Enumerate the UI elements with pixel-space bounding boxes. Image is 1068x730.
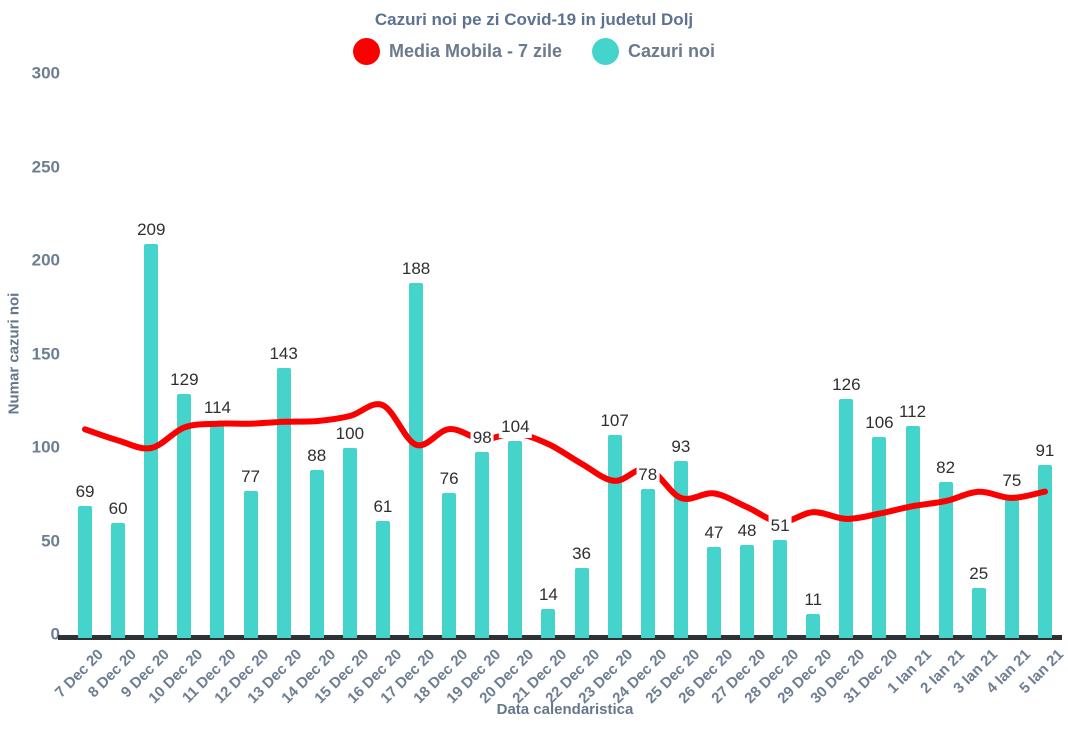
bar[interactable] bbox=[706, 547, 721, 638]
bar[interactable] bbox=[508, 440, 523, 638]
bar[interactable] bbox=[607, 434, 622, 638]
bar-value-label: 126 bbox=[830, 374, 863, 397]
bar[interactable] bbox=[276, 367, 291, 638]
bar[interactable] bbox=[442, 492, 457, 638]
legend-marker-circle bbox=[352, 38, 380, 65]
bar-value-label: 188 bbox=[399, 258, 433, 281]
bar[interactable] bbox=[177, 393, 192, 638]
bar-value-label: 61 bbox=[371, 495, 395, 518]
bar[interactable] bbox=[872, 436, 887, 638]
bar-value-label: 91 bbox=[1033, 439, 1057, 462]
legend-item-cazuri-noi[interactable]: Cazuri noi bbox=[592, 38, 715, 65]
bar[interactable] bbox=[78, 505, 93, 638]
bar-value-label: 93 bbox=[669, 436, 693, 459]
x-axis-line bbox=[58, 635, 1062, 640]
x-axis-title: Data calendaristica bbox=[496, 701, 634, 718]
bar[interactable] bbox=[673, 461, 688, 638]
y-axis-tick-label: 100 bbox=[31, 437, 60, 457]
y-axis-tick-label: 250 bbox=[31, 157, 60, 177]
bar-value-label: 36 bbox=[570, 542, 594, 565]
y-axis-tick-label: 50 bbox=[41, 531, 60, 551]
bar-value-label: 82 bbox=[934, 456, 958, 479]
bar[interactable] bbox=[342, 448, 357, 638]
bar-value-label: 11 bbox=[802, 589, 825, 612]
bar[interactable] bbox=[243, 491, 258, 638]
bar-value-label: 69 bbox=[73, 480, 97, 503]
y-axis-tick-label: 0 bbox=[50, 624, 60, 644]
bar-value-label: 76 bbox=[437, 467, 461, 490]
bar-value-label: 106 bbox=[863, 411, 896, 434]
bar[interactable] bbox=[806, 614, 821, 638]
bar[interactable] bbox=[541, 608, 556, 638]
bar[interactable] bbox=[1037, 464, 1052, 638]
legend-item-label: Cazuri noi bbox=[628, 41, 716, 61]
bar-value-label: 88 bbox=[305, 445, 329, 468]
bar-value-label: 129 bbox=[168, 368, 201, 391]
bar-value-label: 104 bbox=[499, 415, 532, 438]
bar[interactable] bbox=[375, 520, 390, 638]
bar-value-label: 143 bbox=[267, 342, 300, 365]
bar-value-label: 75 bbox=[1000, 469, 1024, 492]
y-axis-tick-label: 300 bbox=[31, 63, 60, 83]
bar[interactable] bbox=[475, 451, 490, 638]
bar[interactable] bbox=[574, 567, 589, 638]
bar-value-label: 112 bbox=[896, 400, 929, 423]
bar[interactable] bbox=[640, 489, 655, 638]
legend-item-media-mobila-7-zile[interactable]: Media Mobila - 7 zile bbox=[352, 38, 562, 65]
bar[interactable] bbox=[773, 539, 788, 638]
bar[interactable] bbox=[144, 244, 159, 638]
bar-value-label: 77 bbox=[239, 466, 263, 488]
bar[interactable] bbox=[740, 545, 755, 638]
bar-value-label: 209 bbox=[135, 219, 168, 242]
bar-value-label: 98 bbox=[470, 426, 494, 449]
legend-marker-circle bbox=[592, 38, 619, 65]
legend: Media Mobila - 7 zile Cazuri noi bbox=[0, 38, 1068, 65]
bar[interactable] bbox=[971, 588, 986, 638]
legend-item-label: Media Mobila - 7 zile bbox=[388, 41, 562, 61]
bar-value-label: 51 bbox=[768, 514, 792, 537]
chart-title: Cazuri noi pe zi Covid-19 in judetul Dol… bbox=[374, 10, 694, 29]
bar[interactable] bbox=[210, 421, 225, 638]
bar-value-label: 114 bbox=[201, 396, 233, 419]
bar[interactable] bbox=[409, 283, 424, 638]
bar-value-label: 107 bbox=[598, 409, 631, 432]
bar[interactable] bbox=[938, 481, 953, 638]
bar-value-label: 100 bbox=[333, 423, 367, 445]
bar-value-label: 14 bbox=[536, 583, 560, 606]
bar[interactable] bbox=[309, 470, 324, 638]
bar[interactable] bbox=[111, 522, 126, 638]
bar-value-label: 78 bbox=[636, 464, 660, 487]
bar[interactable] bbox=[1004, 494, 1019, 638]
bar-value-label: 60 bbox=[106, 497, 130, 520]
bar-value-label: 47 bbox=[702, 522, 726, 545]
bar-value-label: 25 bbox=[967, 563, 991, 586]
bar[interactable] bbox=[839, 399, 854, 638]
y-axis-tick-label: 150 bbox=[31, 344, 60, 364]
bar[interactable] bbox=[905, 425, 920, 638]
y-axis-tick-label: 200 bbox=[31, 250, 60, 270]
bar-value-label: 48 bbox=[735, 520, 759, 543]
